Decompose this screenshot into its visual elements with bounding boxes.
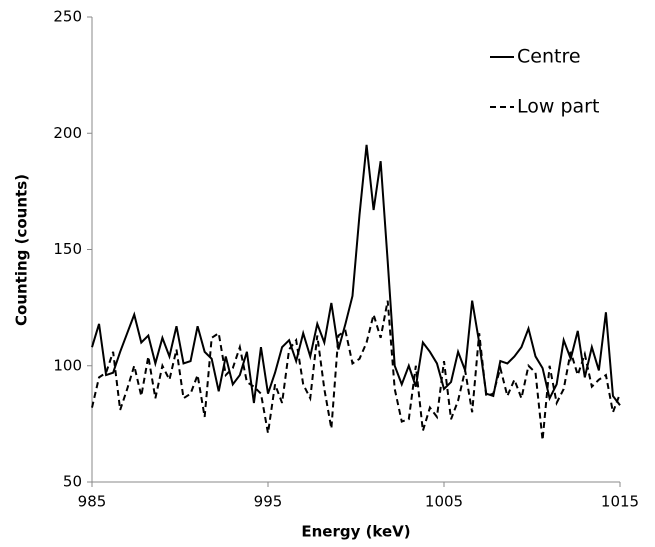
y-tick-label: 150 bbox=[53, 240, 82, 258]
y-tick-label: 200 bbox=[53, 124, 82, 142]
y-tick-label: 250 bbox=[53, 8, 82, 26]
y-tick-label: 100 bbox=[53, 356, 82, 374]
y-tick-label: 50 bbox=[63, 473, 82, 491]
x-tick-label: 985 bbox=[78, 493, 107, 511]
series-line bbox=[91, 300, 621, 441]
legend-label: Low part bbox=[517, 96, 599, 118]
y-axis-label: Counting (counts) bbox=[13, 174, 31, 326]
x-tick-label: 995 bbox=[254, 493, 283, 511]
series-line bbox=[91, 144, 621, 406]
x-tick-label: 1015 bbox=[601, 493, 639, 511]
x-tick-label: 1005 bbox=[425, 493, 463, 511]
x-axis-label: Energy (keV) bbox=[301, 523, 410, 541]
legend-label: Centre bbox=[517, 46, 581, 68]
